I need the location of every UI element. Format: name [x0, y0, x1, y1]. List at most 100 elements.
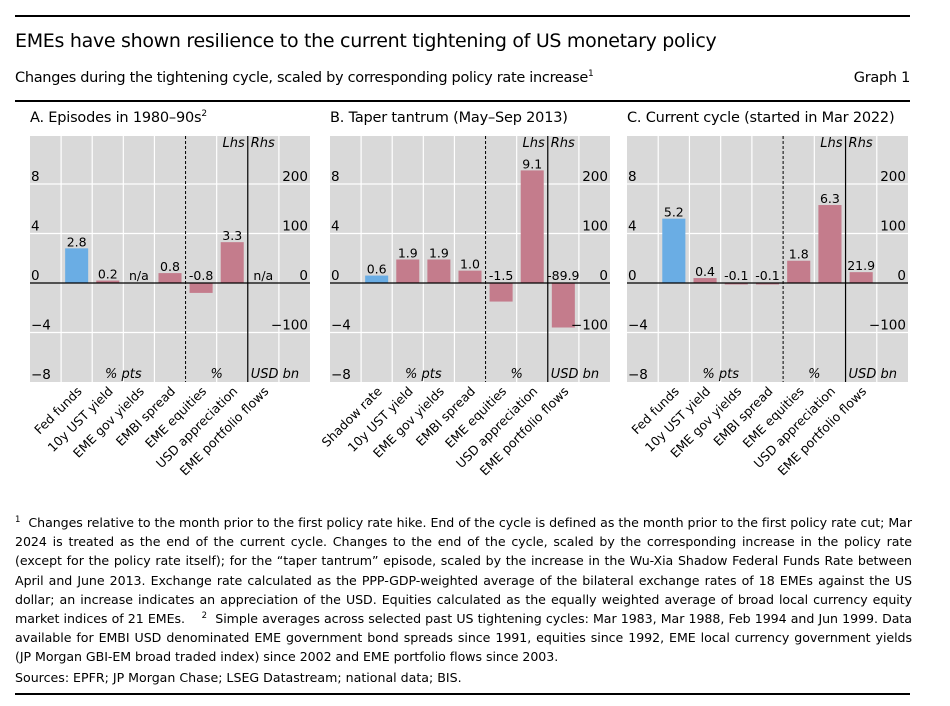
- rhs-tick-label: 100: [582, 219, 608, 235]
- lhs-axis-label: Lhs: [820, 136, 842, 151]
- rhs-tick-label: 0: [299, 268, 308, 284]
- rhs-axis-label: Rhs: [849, 136, 873, 151]
- lhs-tick-label: 0: [31, 268, 40, 284]
- bar-fed-funds: [65, 248, 89, 283]
- bar-eme-gov-yields: [427, 259, 451, 283]
- lhs-tick-label: −4: [331, 318, 351, 334]
- data-label: 1.9: [398, 245, 418, 260]
- graph-number: Graph 1: [853, 70, 911, 86]
- data-label: -1.5: [489, 268, 513, 283]
- lhs-tick-label: −8: [628, 367, 648, 383]
- bar-eme-portfolio-flows: [551, 283, 575, 328]
- data-label: 0.8: [160, 259, 180, 274]
- panel-a-title-text: A. Episodes in 1980–90s: [30, 110, 202, 126]
- rhs-tick-label: 200: [880, 169, 906, 185]
- data-label: 0.4: [695, 264, 715, 279]
- header-rule: [15, 100, 910, 102]
- rhs-tick-label: 0: [599, 268, 608, 284]
- data-label: 2.8: [67, 234, 87, 249]
- lhs-tick-label: 8: [628, 169, 637, 185]
- bar-10y-ust-yield: [396, 259, 420, 283]
- footnote-1: Changes relative to the month prior to t…: [15, 515, 912, 627]
- figure-subtitle: Changes during the tightening cycle, sca…: [15, 69, 594, 87]
- data-label: -0.1: [724, 268, 748, 283]
- panel-c-plot: 5.2 0.4 -0.1 -0.1 1.8 6.3 21.9 8 4 0 −4 −8 200 100 0 −1…: [627, 136, 908, 478]
- data-label: 21.9: [847, 258, 875, 273]
- bar-eme-gov-yields: [724, 283, 748, 285]
- top-rule: [15, 15, 910, 17]
- data-label-na: n/a: [253, 268, 273, 283]
- panel-b-plot: 0.6 1.9 1.9 1.0 -1.5 9.1 -89.9 8 4 0 −4 −8 200 100 0 −1…: [319, 136, 610, 478]
- rhs-tick-label: 100: [282, 219, 308, 235]
- lhs-tick-label: −4: [628, 318, 648, 334]
- footnote-1-marker: 1: [15, 515, 21, 525]
- data-label: -0.8: [189, 268, 213, 283]
- lhs-tick-label: 4: [331, 219, 340, 235]
- panel-c-title-text: C. Current cycle (started in Mar 2022): [627, 110, 895, 126]
- panel-c-title: C. Current cycle (started in Mar 2022): [627, 110, 895, 126]
- lhs-tick-label: 8: [331, 169, 340, 185]
- rhs-tick-label: 100: [880, 219, 906, 235]
- lhs-axis-label: Lhs: [523, 136, 545, 151]
- rhs-tick-label: −100: [869, 318, 906, 334]
- chart-canvas: 2.8 0.2 n/a 0.8 -0.8 3.3 n/a 8 4 0 −4 −8 200 100 0 −100…: [30, 136, 908, 478]
- data-label: 1.0: [460, 257, 480, 272]
- lhs-tick-label: −8: [331, 367, 351, 383]
- lhs-axis-label: Lhs: [223, 136, 245, 151]
- unit-label-pct-pts: % pts: [105, 367, 142, 382]
- unit-label-pct: %: [808, 367, 820, 382]
- bar-eme-equities: [489, 283, 513, 302]
- unit-label-pct: %: [510, 367, 522, 382]
- bar-usd-appreciation: [520, 170, 544, 283]
- lhs-tick-label: 4: [628, 219, 637, 235]
- footnotes: 1 Changes relative to the month prior to…: [15, 513, 912, 667]
- bar-embi-spread: [158, 273, 182, 283]
- lhs-tick-label: −4: [31, 318, 51, 334]
- footnote-2-marker: 2: [201, 611, 207, 622]
- rhs-axis-label: Rhs: [251, 136, 275, 151]
- rhs-axis-label: Rhs: [551, 136, 575, 151]
- data-label: 3.3: [222, 228, 242, 243]
- bar-eme-equities: [189, 283, 213, 293]
- lhs-tick-label: −8: [31, 367, 51, 383]
- bar-usd-appreciation: [818, 205, 842, 283]
- data-label-na: n/a: [129, 268, 149, 283]
- bar-embi-spread: [458, 270, 482, 283]
- panel-a-title-sup: 2: [201, 109, 207, 119]
- unit-label-pct-pts: % pts: [702, 367, 739, 382]
- plot-background: [330, 136, 610, 382]
- bar-shadow-rate: [365, 275, 389, 283]
- data-label: 0.6: [367, 262, 387, 277]
- unit-label-pct-pts: % pts: [405, 367, 442, 382]
- sources: Sources: EPFR; JP Morgan Chase; LSEG Dat…: [15, 670, 462, 685]
- unit-label-usd-bn: USD bn: [551, 367, 599, 382]
- bar-fed-funds: [662, 218, 686, 283]
- unit-label-pct: %: [210, 367, 222, 382]
- bar-embi-spread: [755, 283, 780, 285]
- lhs-tick-label: 0: [331, 268, 340, 284]
- rhs-tick-label: −100: [271, 318, 308, 334]
- subtitle-text: Changes during the tightening cycle, sca…: [15, 70, 589, 86]
- data-label: 5.2: [664, 205, 684, 220]
- bar-10y-ust-yield: [96, 280, 120, 283]
- lhs-tick-label: 0: [628, 268, 637, 284]
- lhs-tick-label: 8: [31, 169, 40, 185]
- unit-label-usd-bn: USD bn: [849, 367, 897, 382]
- rhs-tick-label: 0: [897, 268, 906, 284]
- panel-a-plot: 2.8 0.2 n/a 0.8 -0.8 3.3 n/a 8 4 0 −4 −8 200 100 0 −100…: [30, 136, 310, 478]
- panel-b-title: B. Taper tantrum (May–Sep 2013): [330, 110, 568, 126]
- data-label: -89.9: [547, 268, 579, 283]
- bar-10y-ust-yield: [693, 278, 717, 283]
- footnote-2: Simple averages across selected past US …: [15, 611, 912, 665]
- lhs-tick-label: 4: [31, 219, 40, 235]
- rhs-tick-label: 200: [282, 169, 308, 185]
- bar-usd-appreciation: [220, 242, 244, 283]
- data-label: 1.8: [789, 247, 809, 262]
- rhs-tick-label: 200: [582, 169, 608, 185]
- subtitle-footnote-marker: 1: [588, 69, 594, 79]
- data-label: 0.2: [98, 267, 118, 282]
- panel-b-title-text: B. Taper tantrum (May–Sep 2013): [330, 110, 568, 126]
- figure-title: EMEs have shown resilience to the curren…: [15, 30, 717, 52]
- data-label: 1.9: [429, 245, 449, 260]
- unit-label-usd-bn: USD bn: [251, 367, 299, 382]
